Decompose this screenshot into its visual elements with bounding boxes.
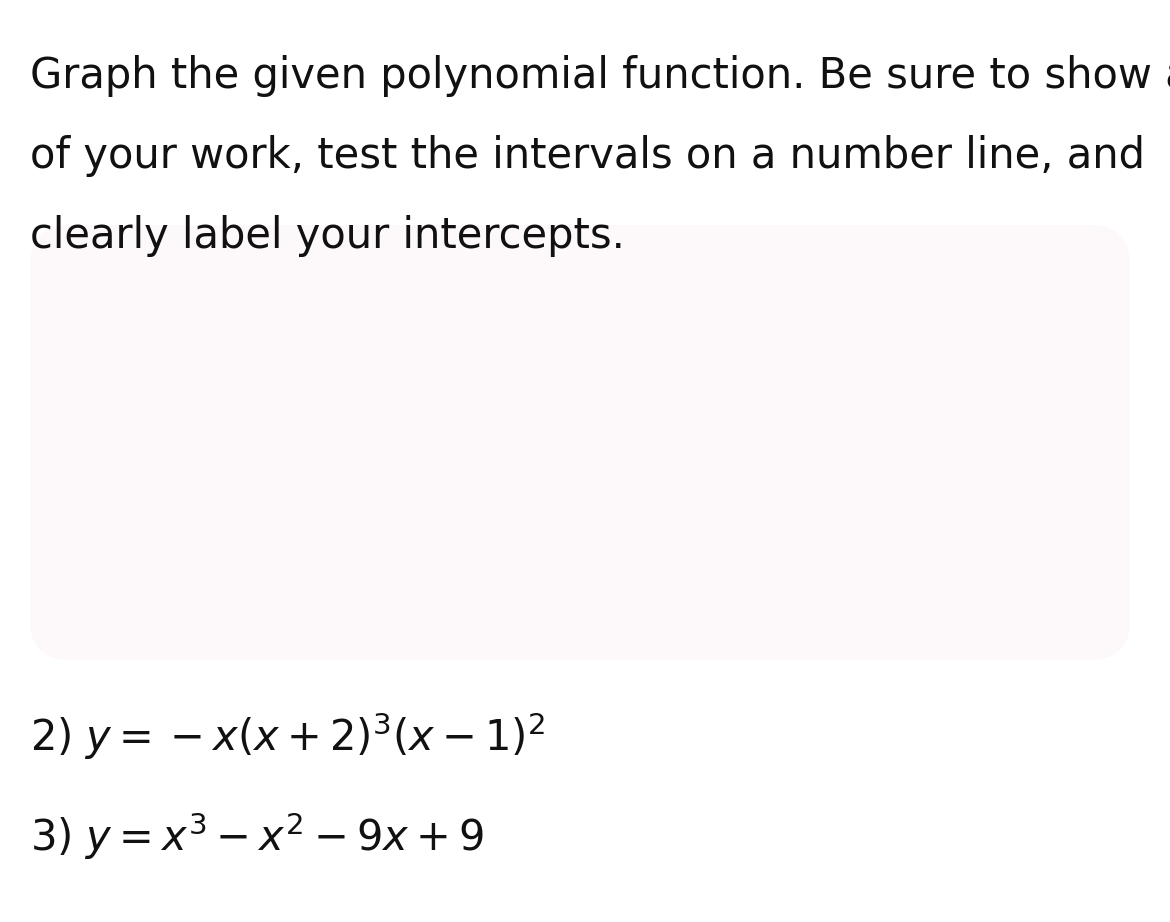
Text: of your work, test the intervals on a number line, and: of your work, test the intervals on a nu… xyxy=(30,135,1145,177)
Text: Graph the given polynomial function. Be sure to show all: Graph the given polynomial function. Be … xyxy=(30,55,1170,97)
Text: 3) $y = x^3 - x^2 - 9x + 9$: 3) $y = x^3 - x^2 - 9x + 9$ xyxy=(30,810,484,861)
Text: clearly label your intercepts.: clearly label your intercepts. xyxy=(30,215,625,257)
FancyBboxPatch shape xyxy=(30,225,1130,660)
Text: 2) $y = -x(x + 2)^3(x - 1)^2$: 2) $y = -x(x + 2)^3(x - 1)^2$ xyxy=(30,710,545,762)
